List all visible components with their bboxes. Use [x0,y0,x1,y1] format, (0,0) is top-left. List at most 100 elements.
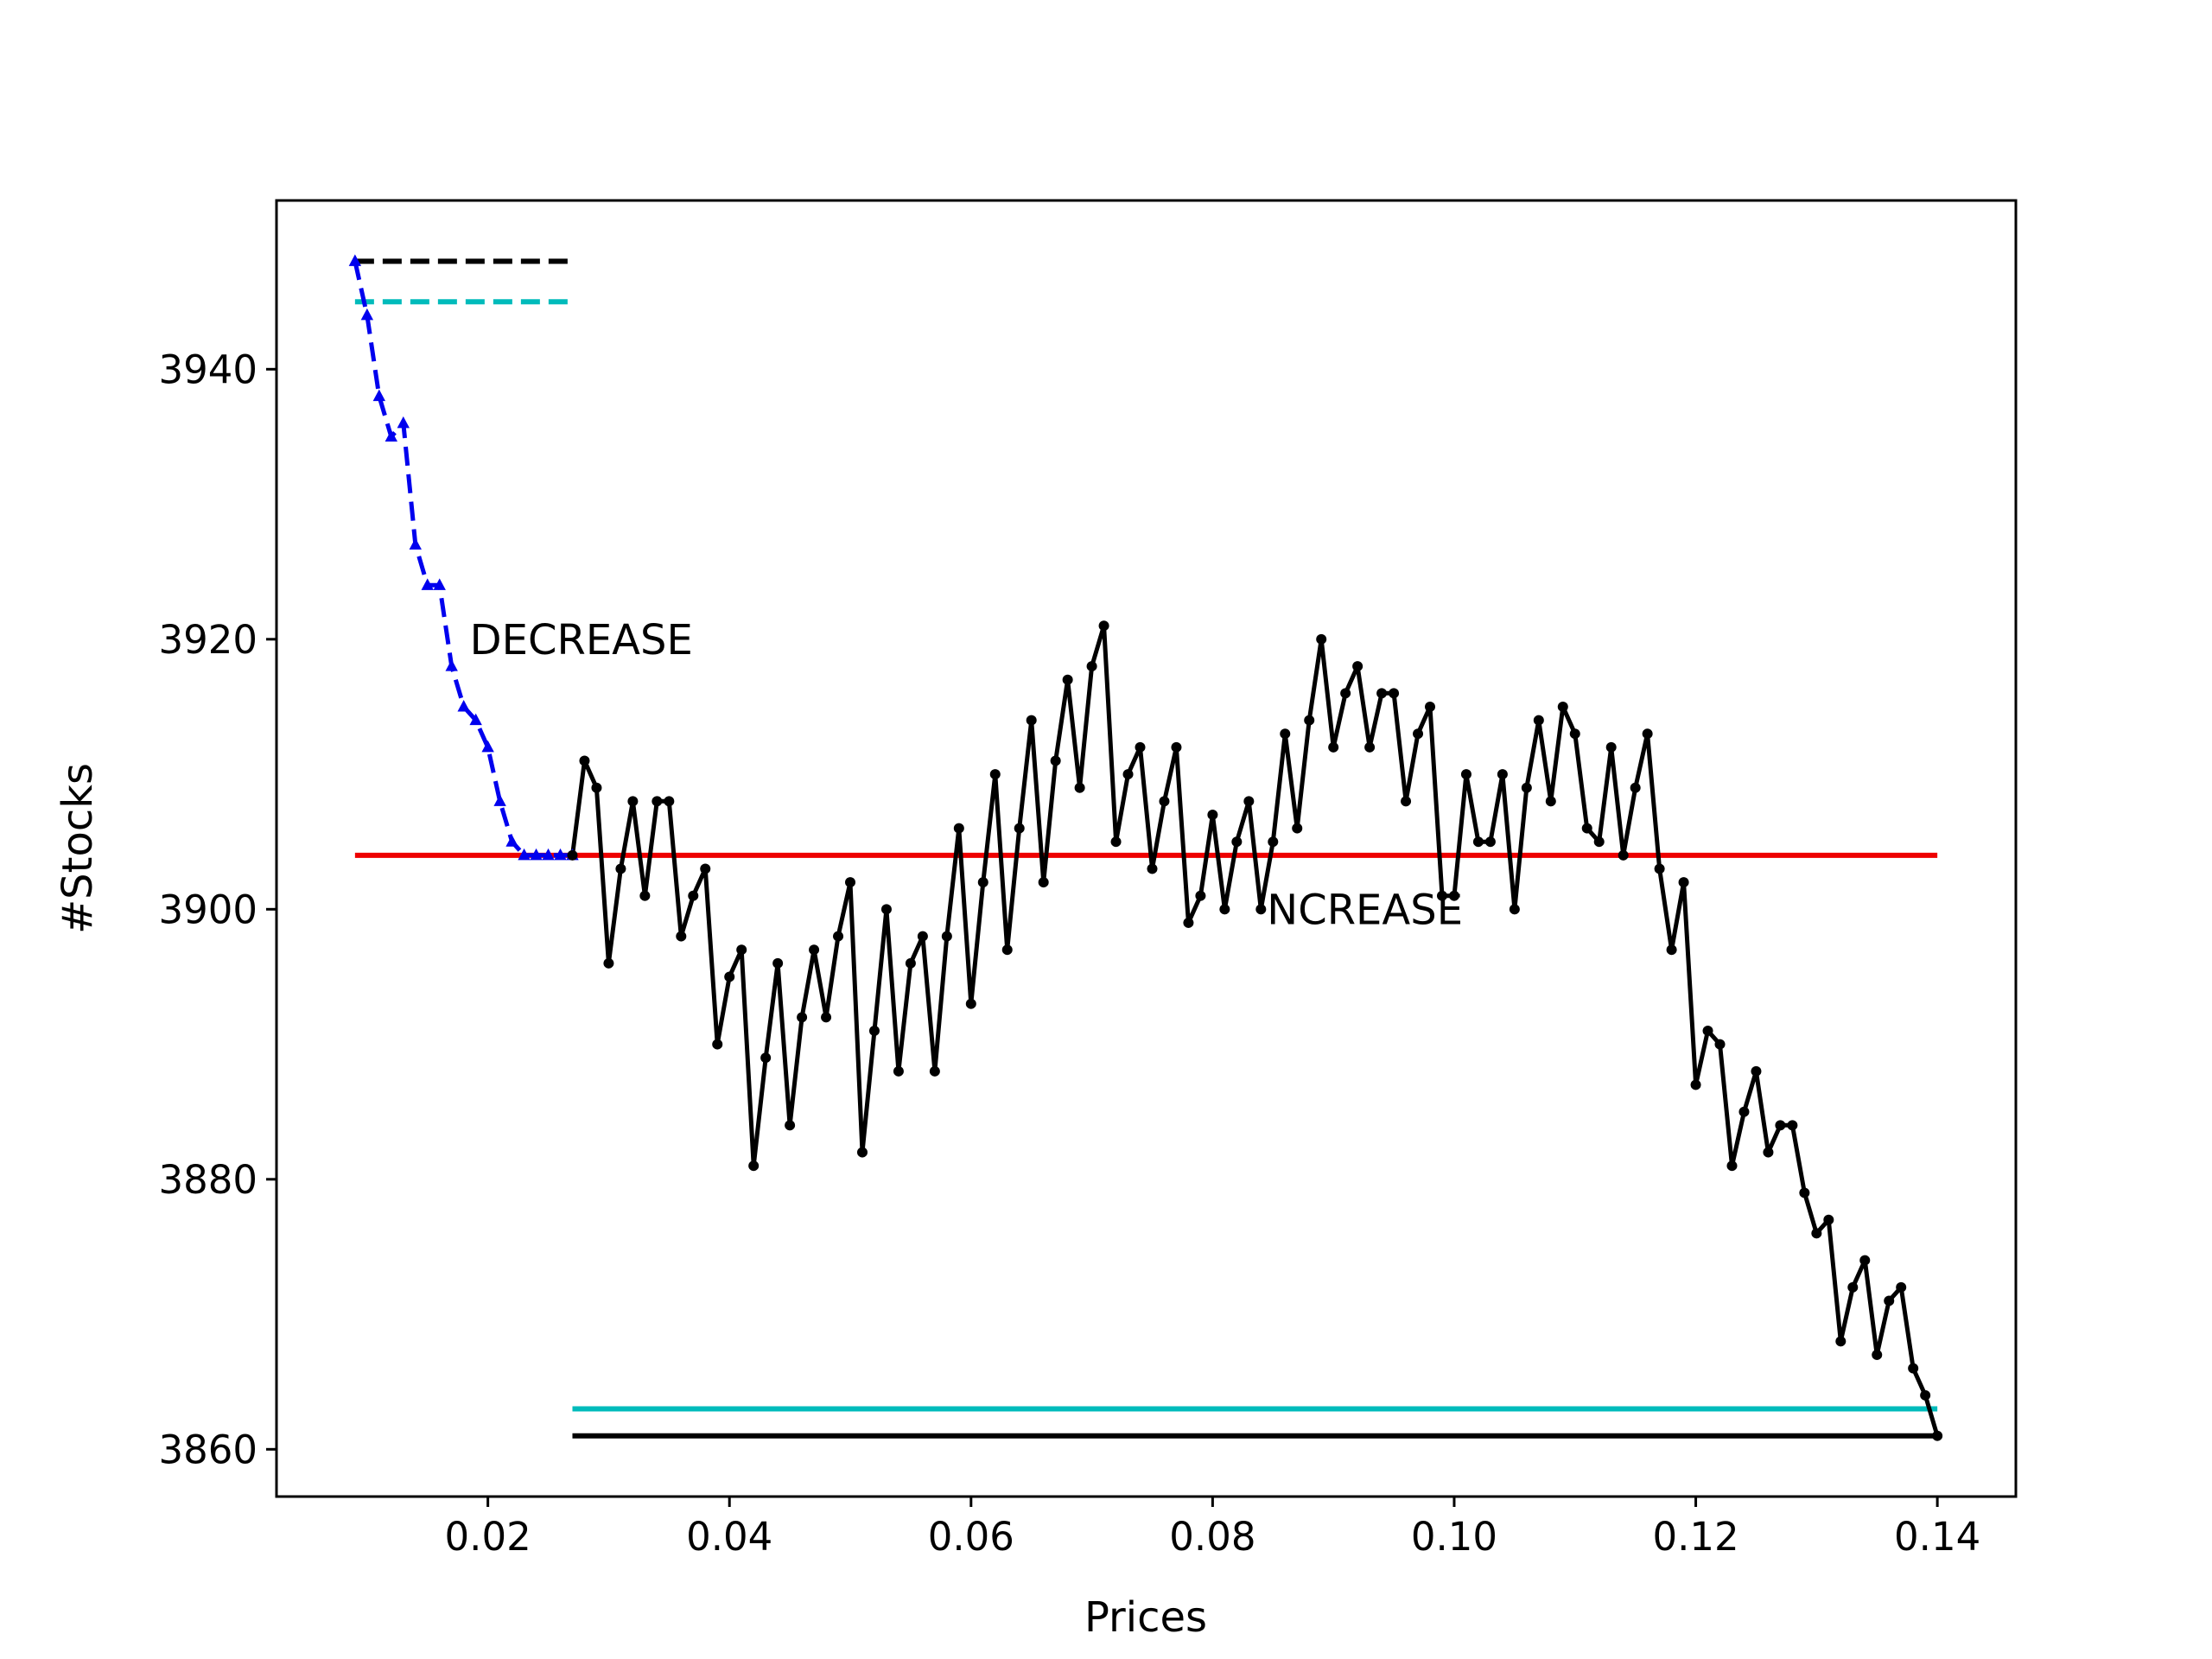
data-point [1401,796,1412,807]
x-tick-label: 0.08 [1169,1514,1255,1560]
data-point [1799,1187,1810,1198]
data-point [965,998,976,1009]
data-point [1376,688,1388,699]
y-tick-label: 3900 [158,887,257,932]
data-point [821,1012,832,1023]
data-point [1062,674,1073,685]
data-point [1666,944,1677,956]
data-point [1292,823,1303,834]
data-point [1509,904,1520,915]
data-point [1183,917,1194,928]
data-point [1448,890,1459,901]
data-point [748,1160,760,1172]
data-point [1050,755,1061,766]
data-point [917,931,928,942]
data-point [433,578,446,590]
data-point [664,796,675,807]
y-axis-ticks: 3860 3880 3900 3920 3940 [158,346,276,1472]
annotations: DECREASE NCREASE [470,616,1463,935]
data-point [1605,741,1617,753]
data-point [1811,1228,1822,1239]
y-tick-label: 3920 [158,617,257,663]
data-point [1304,715,1315,726]
data-point [736,944,747,956]
data-point [1593,836,1605,848]
data-point [1255,904,1267,915]
data-point [1630,782,1641,793]
data-point [1872,1349,1883,1360]
data-point [1110,836,1122,848]
data-point [833,931,844,942]
data-point [1207,809,1218,820]
data-point [977,877,988,888]
annotation-label: NCREASE [1267,886,1463,934]
data-point [1835,1336,1847,1347]
data-point [542,848,555,861]
y-tick-label: 3860 [158,1427,257,1472]
data-point [1413,728,1424,740]
data-point [615,863,626,874]
data-point [1038,877,1049,888]
data-point [941,931,952,942]
data-point [785,1120,796,1131]
data-point [1340,688,1351,699]
data-point [1823,1214,1834,1225]
data-point [518,848,531,861]
data-point [1280,728,1291,740]
data-point [1497,769,1508,780]
data-point [457,699,470,712]
data-point [880,904,892,915]
data-point [772,957,784,969]
data-point [760,1052,772,1064]
data-point [712,1039,723,1050]
data-point [1533,715,1544,726]
data-point [1702,1025,1713,1036]
data-point [1219,904,1230,915]
data-point [1026,715,1037,726]
data-point [1714,1039,1726,1050]
data-point [591,782,602,793]
data-point [1484,836,1496,848]
x-axis-label: Prices [1084,1593,1207,1642]
data-point [1159,796,1170,807]
data-point [868,1025,880,1036]
data-point [554,848,567,861]
data-point [603,957,614,969]
data-point [1001,944,1013,956]
data-point [579,755,590,766]
data-point [1908,1363,1919,1374]
data-point [1751,1065,1762,1077]
data-point [809,944,820,956]
data-point [845,877,856,888]
data-point [1763,1147,1774,1158]
y-axis-label: #Stocks [54,763,102,934]
data-point [856,1147,868,1158]
data-point [360,308,374,321]
data-point [1859,1255,1871,1266]
data-point [421,578,434,590]
data-point [1654,863,1665,874]
data-point [409,537,422,550]
data-point [1775,1120,1786,1131]
data-point [1171,741,1182,753]
data-point [652,796,663,807]
data-point [700,863,711,874]
data-point [1014,823,1025,834]
data-point [505,835,518,847]
data-point [1847,1281,1859,1293]
data-point [1569,728,1580,740]
data-point [639,890,651,901]
y-tick-label: 3940 [158,346,257,392]
data-point [348,254,362,266]
data-point [1195,890,1206,901]
data-point [1690,1079,1701,1090]
y-tick-label: 3880 [158,1157,257,1203]
data-point [1557,701,1568,712]
data-point [1316,633,1327,645]
data-point [1328,741,1339,753]
data-point [385,429,398,442]
data-point [688,890,699,901]
data-point [372,389,386,402]
data-point [1364,741,1376,753]
x-tick-label: 0.06 [928,1514,1014,1560]
